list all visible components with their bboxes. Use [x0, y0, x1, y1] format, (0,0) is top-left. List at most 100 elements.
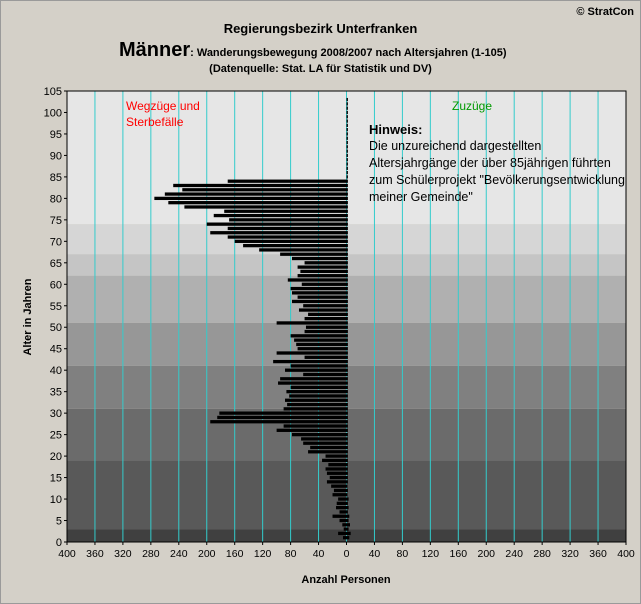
bar-wegzuege: [333, 488, 347, 493]
bar-wegzuege: [276, 321, 347, 325]
note-box: Hinweis: Die unzureichend dargestellten …: [369, 121, 629, 206]
bar-wegzuege: [168, 201, 347, 205]
y-axis-title: Alter in Jahren: [22, 278, 34, 355]
subtitle-description: : Wanderungsbewegung 2008/2007 nach Alte…: [190, 47, 507, 59]
bar-wegzuege: [329, 475, 347, 480]
bar-zuzuege: [346, 514, 350, 518]
bar-wegzuege: [229, 218, 347, 222]
bar-zuzuege: [346, 304, 348, 308]
note-heading: Hinweis:: [369, 122, 423, 137]
bar-zuzuege: [346, 115, 348, 119]
bar-wegzuege: [184, 205, 347, 209]
x-tick-label: 120: [422, 548, 440, 560]
bar-wegzuege: [227, 179, 347, 183]
bar-wegzuege: [343, 536, 347, 540]
copyright-label: © StratCon: [576, 6, 634, 18]
bar-zuzuege: [346, 265, 348, 269]
bar-wegzuege: [298, 308, 347, 312]
bar-wegzuege: [339, 510, 347, 514]
bar-wegzuege: [305, 325, 347, 329]
x-tick-label: 320: [561, 548, 579, 560]
bar-zuzuege: [346, 149, 348, 153]
bar-wegzuege: [224, 209, 347, 213]
bar-zuzuege: [346, 132, 348, 136]
bar-zuzuege: [346, 145, 348, 149]
bar-zuzuege: [346, 518, 349, 523]
bar-wegzuege: [227, 235, 347, 239]
bar-wegzuege: [287, 278, 347, 282]
bar-zuzuege: [346, 390, 348, 394]
y-tick-label: 80: [50, 193, 62, 205]
y-tick-label: 105: [44, 86, 62, 98]
bar-zuzuege: [346, 153, 348, 158]
bar-wegzuege: [210, 420, 347, 424]
region-label-right: Zuzüge: [452, 99, 492, 113]
bar-wegzuege: [289, 394, 347, 398]
bar-zuzuege: [346, 183, 348, 188]
x-tick-label: 0: [344, 548, 350, 560]
data-source: (Datenquelle: Stat. LA für Statistik und…: [209, 63, 432, 75]
bar-zuzuege: [346, 282, 348, 286]
x-tick-label: 400: [58, 548, 76, 560]
bar-zuzuege: [346, 325, 348, 329]
bar-zuzuege: [346, 432, 348, 437]
bar-wegzuege: [303, 441, 347, 445]
x-tick-label: 160: [226, 548, 244, 560]
bar-wegzuege: [290, 385, 347, 390]
bar-zuzuege: [346, 261, 348, 265]
bar-wegzuege: [310, 445, 347, 450]
x-tick-label: 240: [170, 548, 188, 560]
bar-zuzuege: [346, 368, 348, 372]
bar-zuzuege: [346, 97, 348, 102]
bar-wegzuege: [296, 342, 347, 347]
bar-wegzuege: [342, 523, 347, 527]
bar-zuzuege: [346, 407, 348, 411]
bar-zuzuege: [346, 424, 348, 428]
bar-wegzuege: [290, 334, 347, 338]
bar-zuzuege: [346, 291, 348, 295]
bar-wegzuege: [308, 312, 347, 316]
bar-wegzuege: [291, 291, 347, 295]
bar-zuzuege: [346, 342, 348, 347]
bar-wegzuege: [286, 390, 347, 394]
bar-zuzuege: [346, 248, 348, 252]
x-tick-label: 160: [450, 548, 468, 560]
bar-wegzuege: [326, 471, 347, 475]
bar-zuzuege: [346, 355, 348, 359]
x-tick-label: 200: [477, 548, 495, 560]
bar-zuzuege: [346, 523, 350, 527]
bar-zuzuege: [346, 256, 348, 261]
x-tick-label: 120: [254, 548, 272, 560]
bar-zuzuege: [346, 252, 348, 256]
y-tick-label: 0: [56, 537, 62, 549]
y-tick-label: 95: [50, 129, 62, 141]
bar-zuzuege: [346, 441, 348, 445]
chart-subtitle: Männer: Wanderungsbewegung 2008/2007 nac…: [119, 39, 507, 62]
y-tick-label: 70: [50, 236, 62, 248]
x-tick-label: 240: [505, 548, 523, 560]
bar-zuzuege: [346, 428, 348, 432]
y-tick-label: 75: [50, 215, 62, 227]
bar-zuzuege: [346, 377, 348, 381]
bar-zuzuege: [346, 484, 348, 488]
bar-wegzuege: [301, 282, 347, 286]
bar-zuzuege: [346, 527, 349, 531]
y-tick-label: 15: [50, 473, 62, 485]
bar-zuzuege: [346, 471, 348, 475]
x-tick-label: 400: [617, 548, 635, 560]
bar-wegzuege: [294, 338, 347, 342]
bar-zuzuege: [346, 531, 351, 536]
bar-zuzuege: [346, 136, 348, 140]
bar-wegzuege: [322, 458, 347, 463]
bar-zuzuege: [346, 213, 348, 218]
bar-zuzuege: [346, 102, 348, 106]
bar-zuzuege: [346, 338, 348, 342]
bar-wegzuege: [291, 432, 347, 437]
x-tick-label: 80: [397, 548, 409, 560]
bar-wegzuege: [338, 531, 347, 536]
bar-wegzuege: [234, 239, 347, 243]
y-tick-label: 35: [50, 387, 62, 399]
bar-wegzuege: [173, 183, 347, 188]
bar-zuzuege: [346, 398, 348, 402]
